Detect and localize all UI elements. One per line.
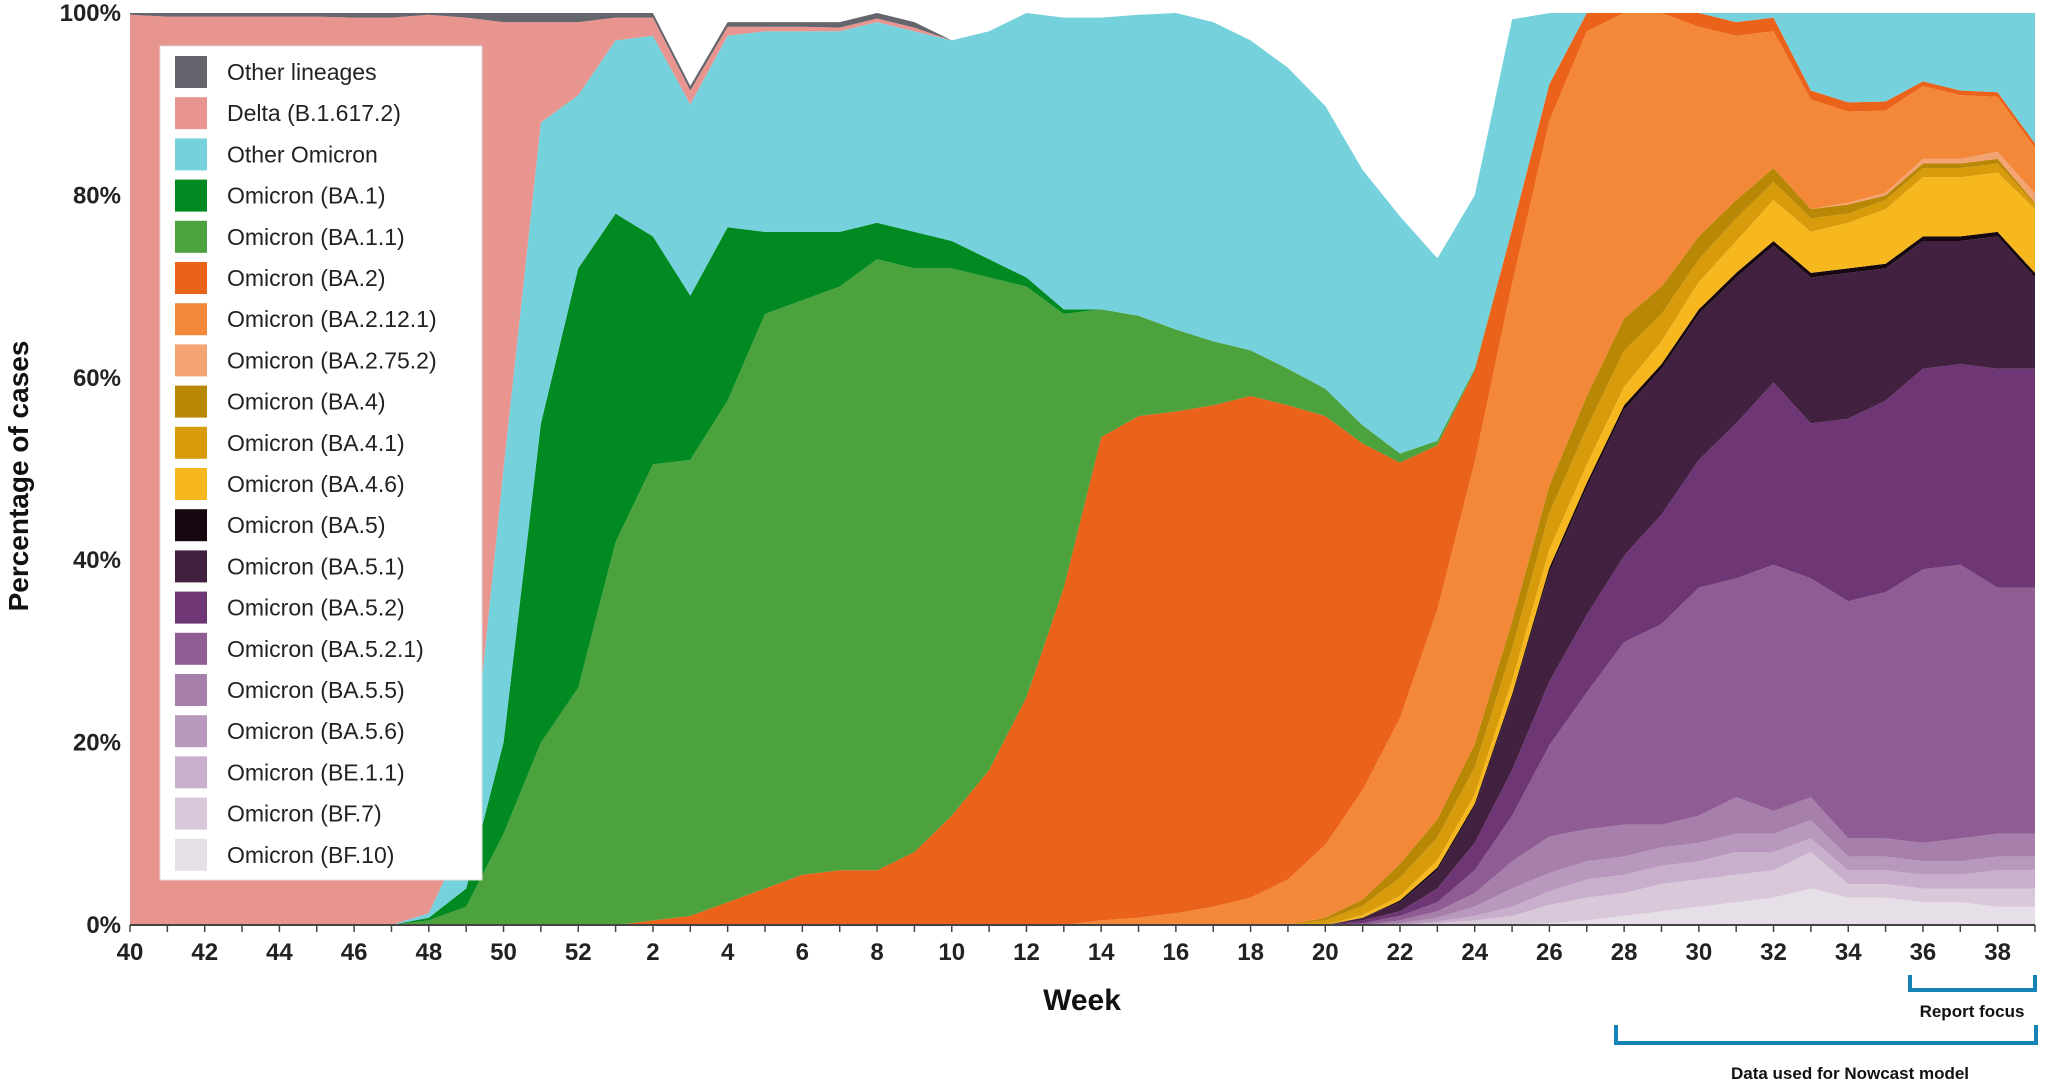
area-omicron-ba-1-1 (130, 13, 2035, 925)
legend-label-other-omicron: Other Omicron (227, 141, 378, 167)
legend-box (159, 45, 483, 881)
legend-label-omicron-bf-10: Omicron (BF.10) (227, 842, 394, 868)
y-tick-label: 100% (60, 0, 121, 27)
legend-label-omicron-ba-5-5: Omicron (BA.5.5) (227, 677, 405, 703)
x-tick-label: 16 (1163, 939, 1190, 966)
area-omicron-be-1-1 (130, 838, 2035, 925)
legend-items: Other lineages Delta (B.1.617.2) Other Omi… (175, 56, 437, 871)
area-other-omicron (130, 13, 2035, 925)
area-omicron-ba-1 (130, 13, 2035, 925)
legend-swatch-omicron-bf-10 (175, 838, 207, 871)
nowcast-data-bracket (1614, 1025, 2038, 1045)
x-tick-label: 2 (646, 939, 659, 966)
legend-swatch-omicron-ba-5-2 (175, 591, 207, 624)
area-omicron-ba-5-2 (130, 364, 2035, 926)
x-tick-label: 26 (1536, 939, 1563, 966)
x-tick-label: 46 (341, 939, 368, 966)
area-omicron-bf-10 (130, 888, 2035, 925)
report-focus-label: Report focus (1920, 1002, 2025, 1021)
x-tick-label: 30 (1685, 939, 1712, 966)
legend-label-omicron-ba-4-1: Omicron (BA.4.1) (227, 430, 405, 456)
legend-label-delta-b-1-617-2: Delta (B.1.617.2) (227, 100, 401, 126)
legend-swatch-omicron-ba-2-75-2 (175, 344, 207, 377)
legend-label-other-lineages: Other lineages (227, 59, 377, 85)
area-omicron-ba-4-6 (130, 172, 2035, 926)
x-tick-label: 50 (490, 939, 517, 966)
legend-swatch-omicron-ba-1 (175, 179, 207, 212)
y-ticks: 0% 20% 40% 60% 80% 100% (60, 0, 121, 939)
legend-swatch-omicron-ba-5-6 (175, 715, 207, 748)
y-tick-label: 0% (86, 912, 121, 939)
legend-swatch-delta-b-1-617-2 (175, 97, 207, 130)
legend-swatch-omicron-ba-4 (175, 385, 207, 418)
legend-label-omicron-be-1-1: Omicron (BE.1.1) (227, 759, 405, 785)
x-tick-label: 14 (1088, 939, 1115, 966)
y-tick-label: 80% (73, 182, 121, 209)
legend-swatch-omicron-be-1-1 (175, 756, 207, 789)
x-tick-label: 36 (1910, 939, 1937, 966)
y-tick-label: 20% (73, 730, 121, 757)
legend-swatch-other-lineages (175, 56, 207, 88)
legend-label-omicron-ba-1: Omicron (BA.1) (227, 183, 385, 209)
x-tick-label: 42 (191, 939, 218, 966)
report-focus-bracket (1908, 975, 2037, 992)
x-tick-label: 28 (1611, 939, 1638, 966)
x-tick-label: 10 (938, 939, 965, 966)
legend-swatch-omicron-ba-5-2-1 (175, 632, 207, 665)
legend-swatch-omicron-ba-4-1 (175, 426, 207, 459)
legend-label-omicron-ba-4: Omicron (BA.4) (227, 389, 385, 415)
x-tick-label: 34 (1835, 939, 1862, 966)
area-omicron-ba-2-12-1 (130, 13, 2035, 925)
x-tick-label: 18 (1237, 939, 1264, 966)
legend-label-omicron-ba-5-1: Omicron (BA.5.1) (227, 553, 405, 579)
x-tick-label: 48 (415, 939, 442, 966)
legend-swatch-omicron-ba-5-1 (175, 550, 207, 583)
legend-label-omicron-ba-1-1: Omicron (BA.1.1) (227, 224, 405, 250)
x-tick-label: 6 (796, 939, 809, 966)
y-axis-title: Percentage of cases (3, 341, 34, 612)
legend-label-omicron-bf-7: Omicron (BF.7) (227, 801, 382, 827)
x-tick-label: 8 (870, 939, 883, 966)
x-tick-label: 12 (1013, 939, 1040, 966)
area-omicron-ba-2 (130, 13, 2035, 925)
legend-swatch-omicron-ba-2 (175, 262, 207, 294)
area-omicron-ba-5-2-1 (130, 564, 2035, 925)
area-omicron-bf-7 (130, 852, 2035, 925)
legend-label-omicron-ba-5: Omicron (BA.5) (227, 512, 385, 538)
legend-swatch-omicron-ba-2-12-1 (175, 303, 207, 336)
legend-label-omicron-ba-5-2: Omicron (BA.5.2) (227, 595, 405, 621)
legend-label-omicron-ba-5-2-1: Omicron (BA.5.2.1) (227, 636, 424, 662)
x-ticks: 40 42 44 46 48 50 52 2 4 6 8 10 12 14 16 18 20 22 24 26 28 30… (117, 925, 2036, 966)
x-tick-label: 24 (1461, 939, 1488, 966)
x-tick-label: 38 (1984, 939, 2011, 966)
legend-label-omicron-ba-5-6: Omicron (BA.5.6) (227, 718, 405, 744)
nowcast-data-label: Data used for Nowcast model (1731, 1064, 1969, 1083)
x-tick-label: 20 (1312, 939, 1339, 966)
annotations: Report focus Data used for Nowcast model (1614, 975, 2038, 1083)
legend: Other lineages Delta (B.1.617.2) Other Omi… (159, 45, 483, 881)
y-tick-label: 40% (73, 547, 121, 574)
legend-label-omicron-ba-2-75-2: Omicron (BA.2.75.2) (227, 347, 437, 373)
legend-swatch-omicron-ba-1-1 (175, 220, 207, 253)
legend-label-omicron-ba-2-12-1: Omicron (BA.2.12.1) (227, 306, 437, 332)
legend-swatch-omicron-bf-7 (175, 797, 207, 830)
x-tick-label: 22 (1387, 939, 1414, 966)
legend-swatch-omicron-ba-5-5 (175, 674, 207, 706)
legend-swatch-other-omicron (175, 138, 207, 171)
legend-swatch-omicron-ba-4-6 (175, 468, 207, 500)
y-tick-label: 60% (73, 365, 121, 392)
x-tick-label: 32 (1760, 939, 1787, 966)
x-tick-label: 40 (117, 939, 144, 966)
legend-swatch-omicron-ba-5 (175, 509, 207, 542)
x-tick-label: 4 (721, 939, 735, 966)
x-tick-label: 44 (266, 939, 293, 966)
x-axis-title: Week (1043, 984, 1121, 1017)
area-omicron-ba-5-1 (130, 236, 2035, 925)
x-tick-label: 52 (565, 939, 592, 966)
legend-label-omicron-ba-2: Omicron (BA.2) (227, 265, 385, 291)
legend-label-omicron-ba-4-6: Omicron (BA.4.6) (227, 471, 405, 497)
